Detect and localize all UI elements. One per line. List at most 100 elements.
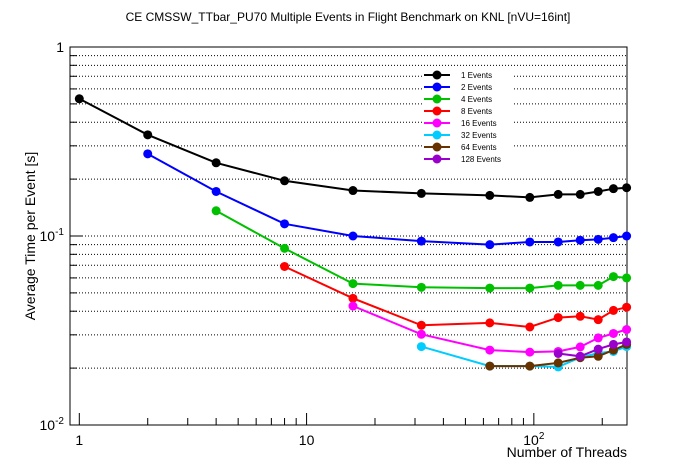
data-point [525,237,535,247]
data-point [622,183,632,193]
data-point [280,176,290,186]
data-point [608,233,618,243]
data-point [525,283,535,293]
data-point [485,283,495,293]
data-point [280,243,290,253]
data-point [348,186,358,196]
data-point [593,344,603,354]
series-2-events [143,149,632,250]
legend-label: 32 Events [461,131,497,140]
legend-marker [432,82,442,92]
data-point [575,342,585,352]
x-tick-label: 10 [299,432,315,448]
legend-label: 128 Events [461,155,501,164]
legend-marker [432,118,442,128]
y-tick-exponent: -2 [55,416,64,427]
data-point [553,189,563,199]
data-point [553,280,563,290]
legend-label: 1 Events [461,71,492,80]
chart-title: CE CMSSW_TTbar_PU70 Multiple Events in F… [126,10,571,24]
data-point [211,206,221,216]
data-point [553,358,563,368]
y-tick-base: 10 [40,417,56,433]
legend-marker [432,70,442,80]
data-point [485,240,495,250]
y-tick-label: 10-2 [40,416,65,433]
y-tick-label: 1 [56,39,64,55]
data-point [608,305,618,315]
data-point [608,272,618,282]
data-point [211,158,221,168]
x-tick-label: 1 [75,432,83,448]
legend-marker [432,154,442,164]
data-point [525,347,535,357]
legend-label: 4 Events [461,95,492,104]
data-point [575,311,585,321]
x-tick-exponent: 2 [539,431,545,442]
data-point [608,184,618,194]
data-point [593,333,603,343]
data-point [622,325,632,335]
series-128-events [553,337,632,361]
x-axis-label: Number of Threads [507,444,627,460]
data-point [608,339,618,349]
data-point [416,236,426,246]
data-point [143,130,153,140]
data-point [575,189,585,199]
data-point [348,279,358,289]
data-point [416,282,426,292]
legend-marker [432,130,442,140]
data-point [608,328,618,338]
data-point [416,342,426,352]
data-point [575,280,585,290]
data-point [416,329,426,339]
y-tick-base: 10 [40,228,56,244]
data-point [593,351,603,361]
data-point [622,302,632,312]
data-point [593,234,603,244]
series-line [215,209,627,290]
legend-marker [432,94,442,104]
data-point [575,351,585,361]
data-point [553,237,563,247]
y-tick-label: 10-1 [40,227,65,244]
y-tick-base: 1 [56,39,64,55]
data-point [622,337,632,347]
data-point [622,273,632,283]
data-point [280,219,290,229]
series-group [74,94,632,372]
data-point [622,231,632,241]
legend-marker [432,106,442,116]
data-point [348,293,358,303]
series-4-events [211,206,632,293]
data-point [525,361,535,371]
series-line [78,97,627,199]
data-point [593,186,603,196]
data-point [525,192,535,202]
legend-marker [432,142,442,152]
data-point [485,190,495,200]
series-16-events [348,301,632,357]
data-point [553,313,563,323]
legend-label: 64 Events [461,143,497,152]
data-point [593,280,603,290]
data-point [416,188,426,198]
series-line [352,305,627,354]
data-point [143,149,153,159]
series-1-events [74,94,632,202]
legend-label: 2 Events [461,83,492,92]
data-point [348,301,358,311]
data-point [485,361,495,371]
data-point [525,322,535,332]
data-point [553,348,563,358]
data-point [593,315,603,325]
grid-lines [70,55,627,369]
series-line [284,265,627,329]
series-line [147,153,627,246]
series-8-events [280,261,632,332]
legend-label: 16 Events [461,119,497,128]
data-point [416,320,426,330]
y-axis-label: Average Time per Event [s] [22,152,38,321]
